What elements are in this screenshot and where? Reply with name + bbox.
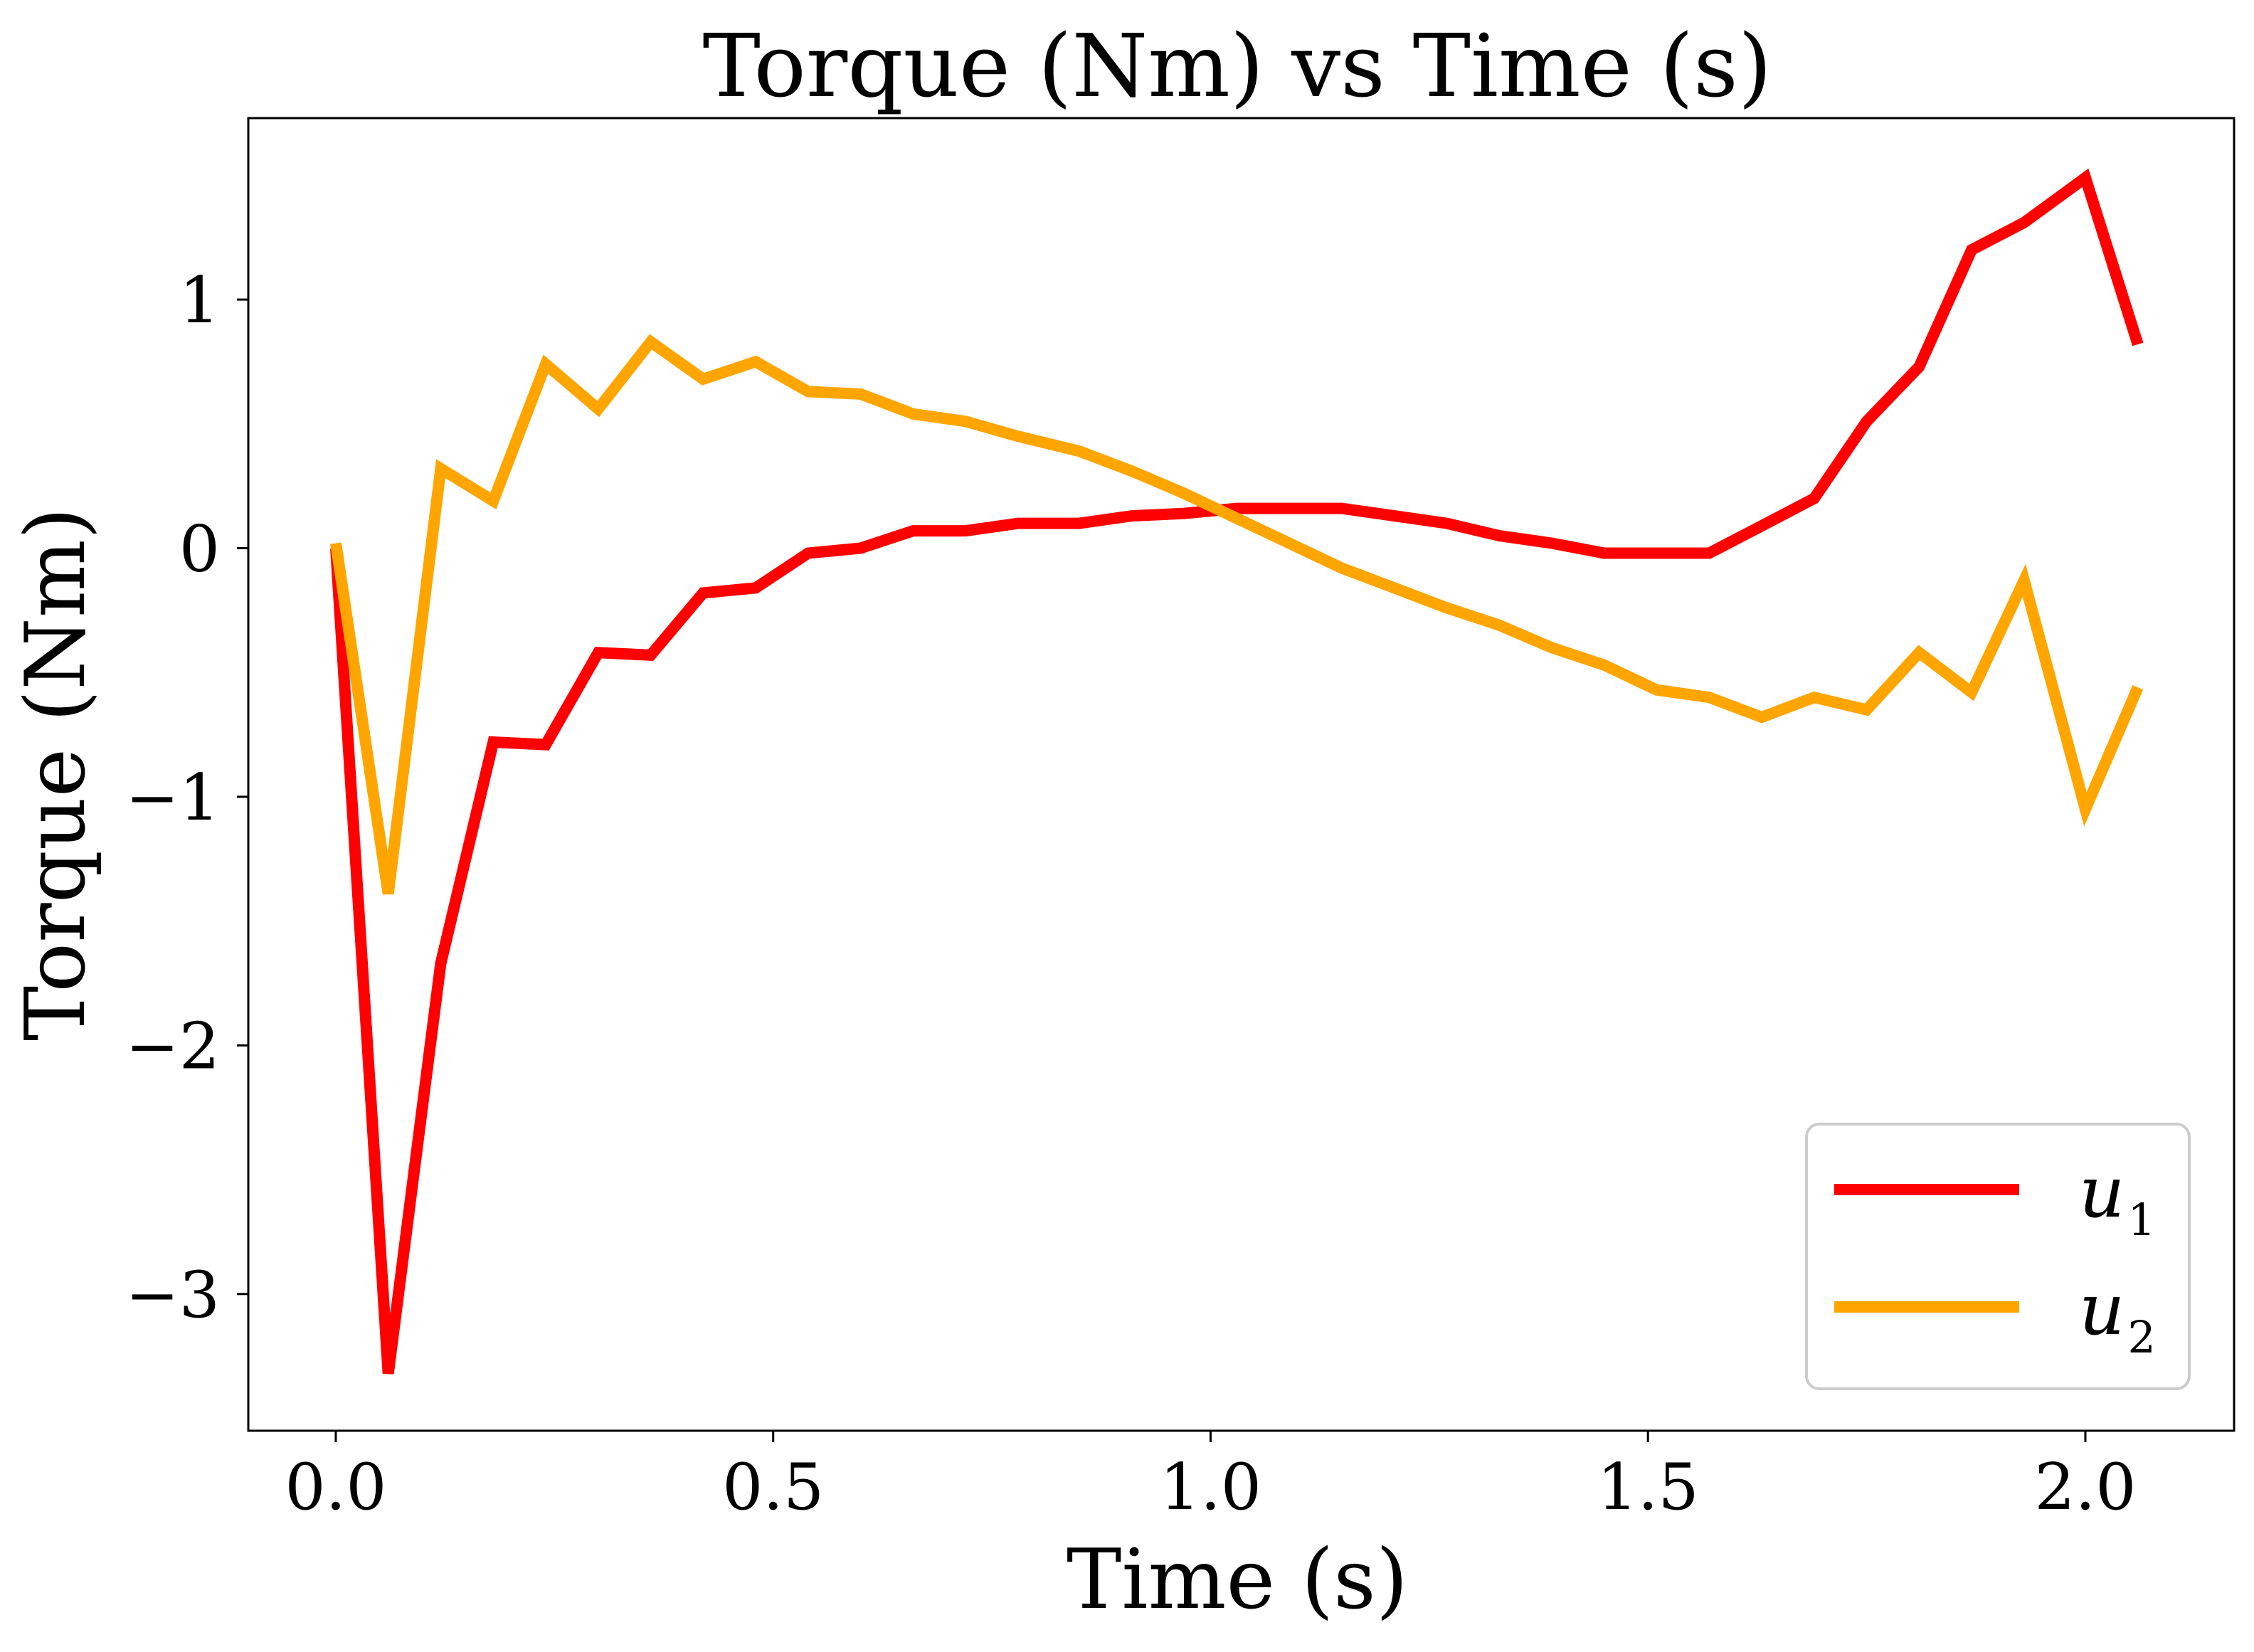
y-axis-label: Torque (Nm) [8,507,104,1041]
y-tick-label: 0 [179,512,220,587]
legend-series-subscript: 1 [2127,1194,2155,1246]
x-tick-label: 1.0 [1160,1450,1261,1525]
legend-series-name: u [2079,1150,2125,1234]
legend: u1 u2 [1805,1123,2191,1390]
x-tick-label: 0.0 [285,1450,386,1525]
x-axis-label: Time (s) [1067,1532,1408,1628]
series-lines [330,168,2144,1375]
y-tick-label: 1 [179,263,220,338]
series-line-u2 [330,334,2144,895]
x-tick-label: 1.5 [1597,1450,1699,1525]
x-axis-ticks: 0.0 0.5 1.0 1.5 2.0 [285,1431,2137,1525]
legend-label-u2: u2 [2079,1268,2156,1363]
legend-label-u1: u1 [2079,1150,2156,1246]
chart-title: Torque (Nm) vs Time (s) [703,16,1772,117]
legend-series-name: u [2079,1268,2125,1351]
y-axis-ticks: −3 −2 −1 0 1 [125,263,248,1333]
y-tick-label: −1 [125,761,220,835]
x-tick-label: 0.5 [722,1450,824,1525]
series-line-u1 [330,168,2144,1375]
y-tick-label: −3 [125,1258,220,1333]
y-tick-label: −2 [125,1009,220,1084]
legend-series-subscript: 2 [2127,1311,2155,1363]
x-tick-label: 2.0 [2034,1450,2136,1525]
